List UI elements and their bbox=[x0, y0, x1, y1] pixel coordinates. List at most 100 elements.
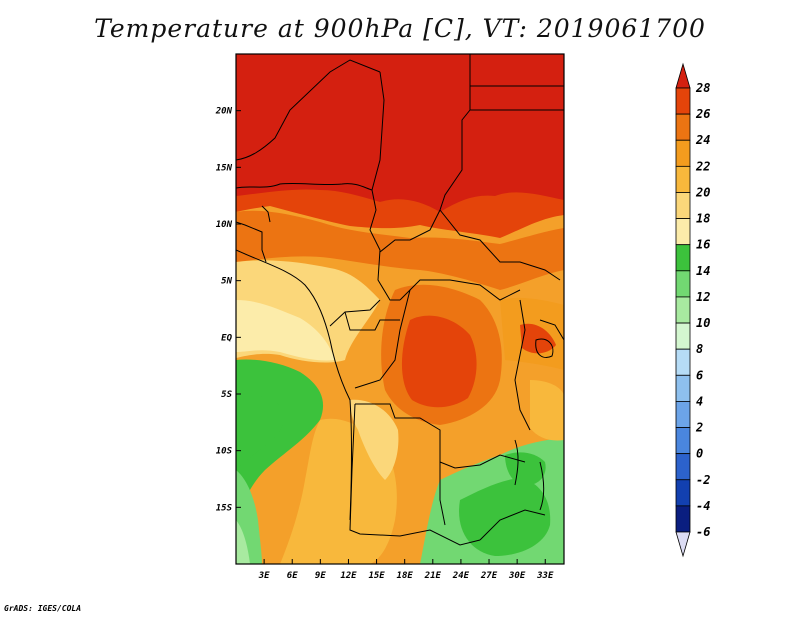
coastline-west bbox=[236, 249, 352, 521]
lat-tick-label: 5N bbox=[221, 277, 232, 287]
field-26c-lakes bbox=[520, 323, 556, 354]
lon-tick-label: 15E bbox=[368, 571, 385, 581]
field-14c-se bbox=[459, 478, 551, 556]
border-burkina bbox=[261, 205, 271, 223]
field-14c-inner bbox=[236, 394, 284, 470]
lon-tick-label: 33E bbox=[536, 571, 554, 581]
longitude-axis: 3E 6E 9E 12E 15E 18E 21E 24E 27E 30E 33E bbox=[258, 559, 554, 581]
lat-tick-label: 15N bbox=[216, 163, 233, 173]
colorbar-label: 28 bbox=[695, 81, 710, 95]
border-congo bbox=[344, 311, 400, 331]
border-sudan-car bbox=[439, 209, 561, 281]
border-chad-car bbox=[379, 209, 441, 253]
lake-malawi bbox=[539, 461, 545, 511]
lon-tick-label: 9E bbox=[315, 571, 326, 581]
colorbar-swatch bbox=[675, 244, 691, 272]
lat-tick-label: 5S bbox=[221, 390, 232, 400]
border-angola-drc bbox=[355, 403, 441, 462]
colorbar-swatch bbox=[675, 348, 691, 376]
colorbar-swatch bbox=[675, 401, 691, 428]
lake-victoria bbox=[535, 338, 554, 358]
lon-tick-label: 24E bbox=[452, 571, 470, 581]
border-drc-east bbox=[514, 299, 531, 431]
field-26c-core bbox=[401, 315, 477, 408]
colorbar-label: -4 bbox=[696, 499, 710, 513]
field-16c bbox=[236, 300, 335, 361]
colorbar-label: 26 bbox=[695, 107, 710, 121]
border-angola-zambia bbox=[439, 462, 446, 526]
colorbar-swatch bbox=[675, 479, 691, 507]
chart-title: Temperature at 900hPa [C], VT: 201906170… bbox=[94, 14, 706, 43]
colorbar-swatch bbox=[675, 505, 691, 533]
lat-tick-label: 15S bbox=[216, 503, 233, 513]
colorbar-label: 2 bbox=[695, 421, 703, 435]
lat-tick-label: 20N bbox=[215, 107, 233, 117]
border-nigeria-cameroon bbox=[369, 189, 400, 301]
colorbar-label: 8 bbox=[696, 342, 703, 356]
lat-tick-label: EQ bbox=[221, 333, 232, 343]
field-18c-south bbox=[350, 399, 399, 480]
colorbar-label: 18 bbox=[696, 212, 710, 226]
colorbar-label: 4 bbox=[696, 394, 703, 408]
border-benin-togo bbox=[236, 221, 267, 263]
lon-tick-label: 21E bbox=[424, 571, 442, 581]
border-uganda bbox=[539, 319, 564, 341]
colorbar-label: 24 bbox=[695, 133, 710, 147]
colorbar-label: 16 bbox=[696, 238, 710, 252]
field-20c-east bbox=[530, 380, 564, 441]
colorbar-label: 10 bbox=[696, 316, 710, 330]
latitude-axis: 20N 15N 10N 5N EQ 5S 10S 15S bbox=[215, 107, 241, 513]
field-24c bbox=[236, 210, 564, 290]
colorbar-swatch bbox=[675, 374, 691, 402]
border-congo-drc bbox=[354, 289, 411, 389]
colorbar-swatch bbox=[675, 296, 691, 324]
lon-tick-label: 6E bbox=[287, 571, 298, 581]
colorbar-label: -2 bbox=[696, 473, 710, 487]
colorbar-label: 6 bbox=[696, 368, 703, 382]
lake-tanganyika bbox=[514, 439, 519, 486]
lat-tick-label: 10S bbox=[216, 447, 233, 457]
colorbar-swatch bbox=[675, 322, 691, 350]
colorbar-swatch bbox=[675, 453, 691, 481]
colorbar-swatch bbox=[675, 218, 691, 246]
lon-tick-label: 3E bbox=[258, 571, 270, 581]
colorbar-label: 14 bbox=[696, 264, 710, 278]
lat-tick-label: 10N bbox=[216, 220, 233, 230]
colorbar-swatch bbox=[675, 192, 691, 219]
colorbar-swatch bbox=[675, 165, 691, 193]
lon-tick-label: 18E bbox=[397, 571, 414, 581]
lon-tick-label: 27E bbox=[480, 571, 498, 581]
country-borders bbox=[236, 54, 564, 546]
border-zambia-drc bbox=[439, 454, 526, 469]
field-12c-patch bbox=[426, 532, 453, 558]
field-14c-malawi bbox=[505, 452, 546, 486]
colorbar-label: 0 bbox=[696, 447, 703, 461]
colorbar-swatch bbox=[675, 270, 691, 298]
border-zambia-zimbabwe bbox=[479, 509, 546, 541]
colorbar-swatch bbox=[675, 139, 691, 167]
border-niger-algeria bbox=[236, 59, 381, 161]
border-niger-nigeria bbox=[236, 182, 373, 191]
lon-tick-label: 30E bbox=[508, 571, 526, 581]
colorbar-min-arrow bbox=[675, 531, 691, 558]
field-28c bbox=[236, 54, 564, 212]
colorbar-label: 12 bbox=[696, 290, 710, 304]
border-chad-libya-sudan bbox=[439, 54, 471, 211]
border-car-drc bbox=[399, 279, 521, 301]
colorbar-swatch bbox=[675, 427, 691, 455]
field-20c bbox=[280, 418, 397, 564]
colorbar-swatch bbox=[675, 113, 691, 141]
map-frame bbox=[235, 53, 565, 565]
grads-credit: GrADS: IGES/COLA bbox=[4, 604, 82, 613]
colorbar-max-arrow bbox=[675, 62, 691, 89]
colorbar-label: 20 bbox=[695, 185, 710, 199]
lon-tick-label: 12E bbox=[340, 571, 357, 581]
border-cameroon-gabon bbox=[329, 299, 381, 327]
colorbar-swatch bbox=[675, 87, 691, 115]
border-niger-chad bbox=[371, 71, 385, 191]
colorbar-label: -6 bbox=[696, 525, 710, 539]
colorbar-label: 22 bbox=[695, 159, 710, 173]
field-10c bbox=[236, 520, 250, 564]
